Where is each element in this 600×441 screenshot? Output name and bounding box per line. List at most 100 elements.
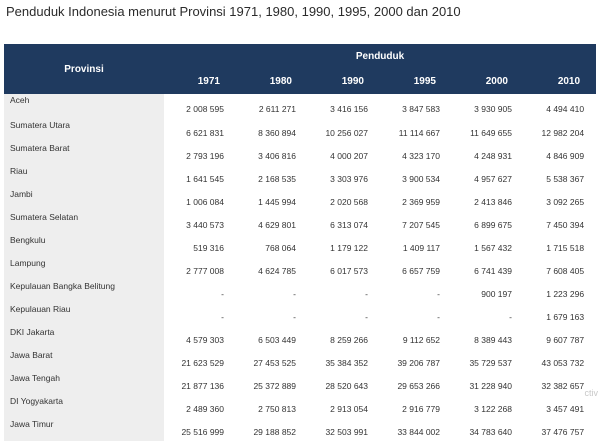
table-row: Kepulauan Riau - - - - - 1 679 163 — [4, 303, 596, 326]
population-value-cell: 35 384 352 — [325, 357, 368, 368]
column-header-year: 1971 — [164, 69, 236, 94]
population-value-cell: 31 228 940 — [469, 380, 512, 391]
population-value-cell: 29 653 266 — [397, 380, 440, 391]
table-row: Aceh 2 008 595 2 611 271 3 416 156 3 847 583… — [4, 94, 596, 119]
population-value-cell: - — [221, 288, 224, 299]
province-name-cell: Sumatera Utara — [4, 119, 164, 142]
population-value-cell: 2 489 360 — [186, 403, 224, 414]
population-value-cell: 6 503 449 — [258, 334, 296, 345]
population-value-cell: 2 750 813 — [258, 403, 296, 414]
population-value-cell: 2 913 054 — [330, 403, 368, 414]
population-value-cell: 21 877 136 — [181, 380, 224, 391]
population-value-cell: 519 316 — [193, 242, 224, 253]
population-value-cell: 1 409 117 — [402, 242, 440, 253]
province-name-cell: Riau — [4, 165, 164, 188]
population-value-cell: - — [437, 311, 440, 322]
population-value-cell: 35 729 537 — [469, 357, 512, 368]
population-value-cell: 4 248 931 — [474, 150, 512, 161]
population-value-cell: 1 679 163 — [546, 311, 585, 322]
population-value-cell: 8 389 443 — [474, 334, 512, 345]
population-value-cell: 28 520 643 — [325, 380, 368, 391]
population-value-cell: 3 440 573 — [186, 219, 224, 230]
province-name-cell: Sumatera Barat — [4, 142, 164, 165]
population-value-cell: 29 188 852 — [253, 426, 296, 437]
population-value-cell: 3 900 534 — [402, 173, 440, 184]
table-row: Kepulauan Bangka Belitung - - - - 900 197 1 22… — [4, 280, 596, 303]
population-value-cell: 37 476 757 — [541, 426, 585, 437]
population-value-cell: 10 256 027 — [325, 127, 368, 138]
population-value-cell: 1 641 545 — [186, 173, 224, 184]
table-row: Riau 1 641 545 2 168 535 3 303 976 3 900 534… — [4, 165, 596, 188]
population-value-cell: 6 741 439 — [474, 265, 512, 276]
province-name-cell: Jambi — [4, 188, 164, 211]
population-value-cell: 768 064 — [265, 242, 296, 253]
population-value-cell: 3 457 491 — [546, 403, 585, 414]
population-value-cell: 1 223 296 — [546, 288, 585, 299]
province-name-cell: Sumatera Selatan — [4, 211, 164, 234]
table-row: Sumatera Selatan 3 440 573 4 629 801 6 313 … — [4, 211, 596, 234]
table-body: Aceh 2 008 595 2 611 271 3 416 156 3 847 583… — [4, 94, 596, 441]
province-name-cell: Bengkulu — [4, 234, 164, 257]
population-value-cell: 2 611 271 — [258, 103, 296, 114]
population-table-container: Provinsi Penduduk 1971 1980 1990 1995 2000 20… — [4, 44, 597, 441]
province-name-cell: Jawa Barat — [4, 349, 164, 372]
column-header-province: Provinsi — [4, 44, 164, 94]
province-name-cell: Aceh — [4, 94, 164, 119]
province-name-cell: Kepulauan Bangka Belitung — [4, 280, 164, 303]
population-value-cell: 3 303 976 — [330, 173, 368, 184]
population-value-cell: 3 930 905 — [474, 103, 512, 114]
population-value-cell: 32 503 991 — [325, 426, 368, 437]
table-row: Jawa Tengah 21 877 136 25 372 889 28 520 64… — [4, 372, 596, 395]
population-value-cell: - — [365, 311, 368, 322]
population-value-cell: 1 445 994 — [258, 196, 296, 207]
population-value-cell: 6 313 074 — [330, 219, 368, 230]
table-row: Sumatera Utara 6 621 831 8 360 894 10 256 0… — [4, 119, 596, 142]
population-value-cell: 4 846 909 — [546, 150, 585, 161]
province-name-cell: Jawa Tengah — [4, 372, 164, 395]
population-value-cell: - — [365, 288, 368, 299]
population-value-cell: 11 114 667 — [398, 127, 440, 138]
population-value-cell: 6 017 573 — [330, 265, 368, 276]
population-value-cell: 4 000 207 — [330, 150, 368, 161]
population-value-cell: 21 623 529 — [181, 357, 224, 368]
table-row: Jawa Barat 21 623 529 27 453 525 35 384 352… — [4, 349, 596, 372]
population-value-cell: 9 112 652 — [402, 334, 440, 345]
population-value-cell: 2 777 008 — [186, 265, 224, 276]
population-value-cell: 2 020 568 — [330, 196, 368, 207]
population-value-cell: 4 957 627 — [474, 173, 512, 184]
population-value-cell: 5 538 367 — [546, 173, 585, 184]
province-name-cell: Kepulauan Riau — [4, 303, 164, 326]
population-value-cell: 25 516 999 — [181, 426, 224, 437]
population-value-cell: 6 899 675 — [474, 219, 512, 230]
column-header-year: 1980 — [236, 69, 308, 94]
population-value-cell: 4 323 170 — [402, 150, 440, 161]
population-value-cell: 32 382 657 — [541, 380, 585, 391]
population-value-cell: 25 372 889 — [253, 380, 296, 391]
population-value-cell: - — [437, 288, 440, 299]
column-header-year: 2000 — [452, 69, 524, 94]
table-row: Sumatera Barat 2 793 196 3 406 816 4 000 20… — [4, 142, 596, 165]
column-header-year: 1990 — [308, 69, 380, 94]
table-header: Provinsi Penduduk 1971 1980 1990 1995 2000 20… — [4, 44, 597, 94]
table-row: Lampung 2 777 008 4 624 785 6 017 573 6 657 … — [4, 257, 596, 280]
table-row: Jambi 1 006 084 1 445 994 2 020 568 2 369 95… — [4, 188, 596, 211]
population-value-cell: 6 621 831 — [186, 127, 224, 138]
population-value-cell: 8 360 894 — [258, 127, 296, 138]
population-value-cell: 1 179 122 — [330, 242, 368, 253]
population-value-cell: - — [293, 311, 296, 322]
population-value-cell: 4 624 785 — [258, 265, 296, 276]
province-name-cell: Lampung — [4, 257, 164, 280]
population-value-cell: 27 453 525 — [253, 357, 296, 368]
population-value-cell: 2 168 535 — [258, 173, 296, 184]
population-value-cell: - — [509, 311, 512, 322]
province-name-cell: Jawa Timur — [4, 418, 164, 441]
population-value-cell: 1 006 084 — [186, 196, 224, 207]
population-value-cell: 1 715 518 — [546, 242, 585, 253]
population-value-cell: 2 413 846 — [474, 196, 512, 207]
population-value-cell: 4 629 801 — [258, 219, 296, 230]
table-row: Jawa Timur 25 516 999 29 188 852 32 503 991… — [4, 418, 596, 441]
population-value-cell: 2 008 595 — [186, 103, 224, 114]
column-header-year: 1995 — [380, 69, 452, 94]
population-value-cell: 7 450 394 — [546, 219, 585, 230]
population-value-cell: 900 197 — [481, 288, 512, 299]
